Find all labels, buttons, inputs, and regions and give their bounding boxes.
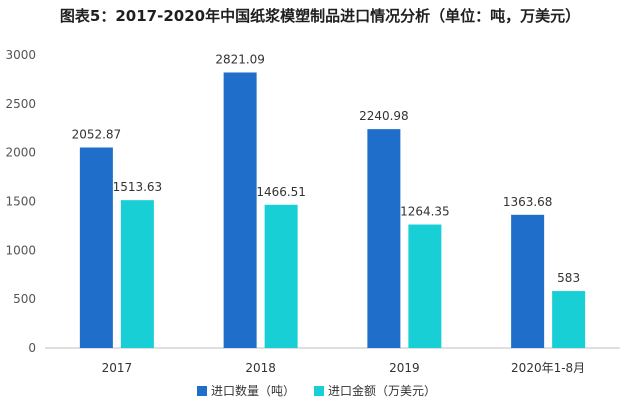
- data-label: 1363.68: [503, 195, 553, 209]
- bar-amount: [120, 200, 154, 348]
- legend-swatch: [197, 386, 207, 396]
- y-tick-label: 2500: [5, 97, 36, 111]
- bar-quantity: [511, 214, 545, 348]
- bar-quantity: [367, 129, 401, 348]
- legend-label: 进口数量（吨）: [211, 383, 295, 398]
- bar-amount: [552, 291, 586, 348]
- legend-label: 进口金额（万美元）: [328, 383, 436, 398]
- data-label: 583: [557, 271, 580, 285]
- bar-amount: [264, 204, 298, 348]
- y-tick-label: 1000: [5, 243, 36, 257]
- y-tick-label: 500: [13, 292, 36, 306]
- x-tick-label: 2020年1-8月: [511, 361, 585, 375]
- bar-quantity: [79, 147, 113, 348]
- data-label: 1466.51: [256, 185, 306, 199]
- data-label: 2052.87: [72, 128, 122, 142]
- y-tick-label: 3000: [5, 48, 36, 62]
- x-tick-label: 2017: [102, 361, 133, 375]
- data-label: 2821.09: [215, 52, 265, 66]
- data-label: 1513.63: [113, 180, 163, 194]
- bar-amount: [408, 224, 442, 348]
- data-label: 1264.35: [400, 205, 450, 219]
- y-tick-label: 1500: [5, 195, 36, 209]
- bar-quantity: [223, 72, 257, 348]
- legend-swatch: [314, 386, 324, 396]
- y-tick-label: 2000: [5, 146, 36, 160]
- x-tick-label: 2019: [389, 361, 420, 375]
- chart-title: 图表5：2017-2020年中国纸浆模塑制品进口情况分析（单位：吨，万美元）: [59, 7, 581, 25]
- y-tick-label: 0: [28, 341, 36, 355]
- data-label: 2240.98: [359, 109, 409, 123]
- x-tick-label: 2018: [245, 361, 276, 375]
